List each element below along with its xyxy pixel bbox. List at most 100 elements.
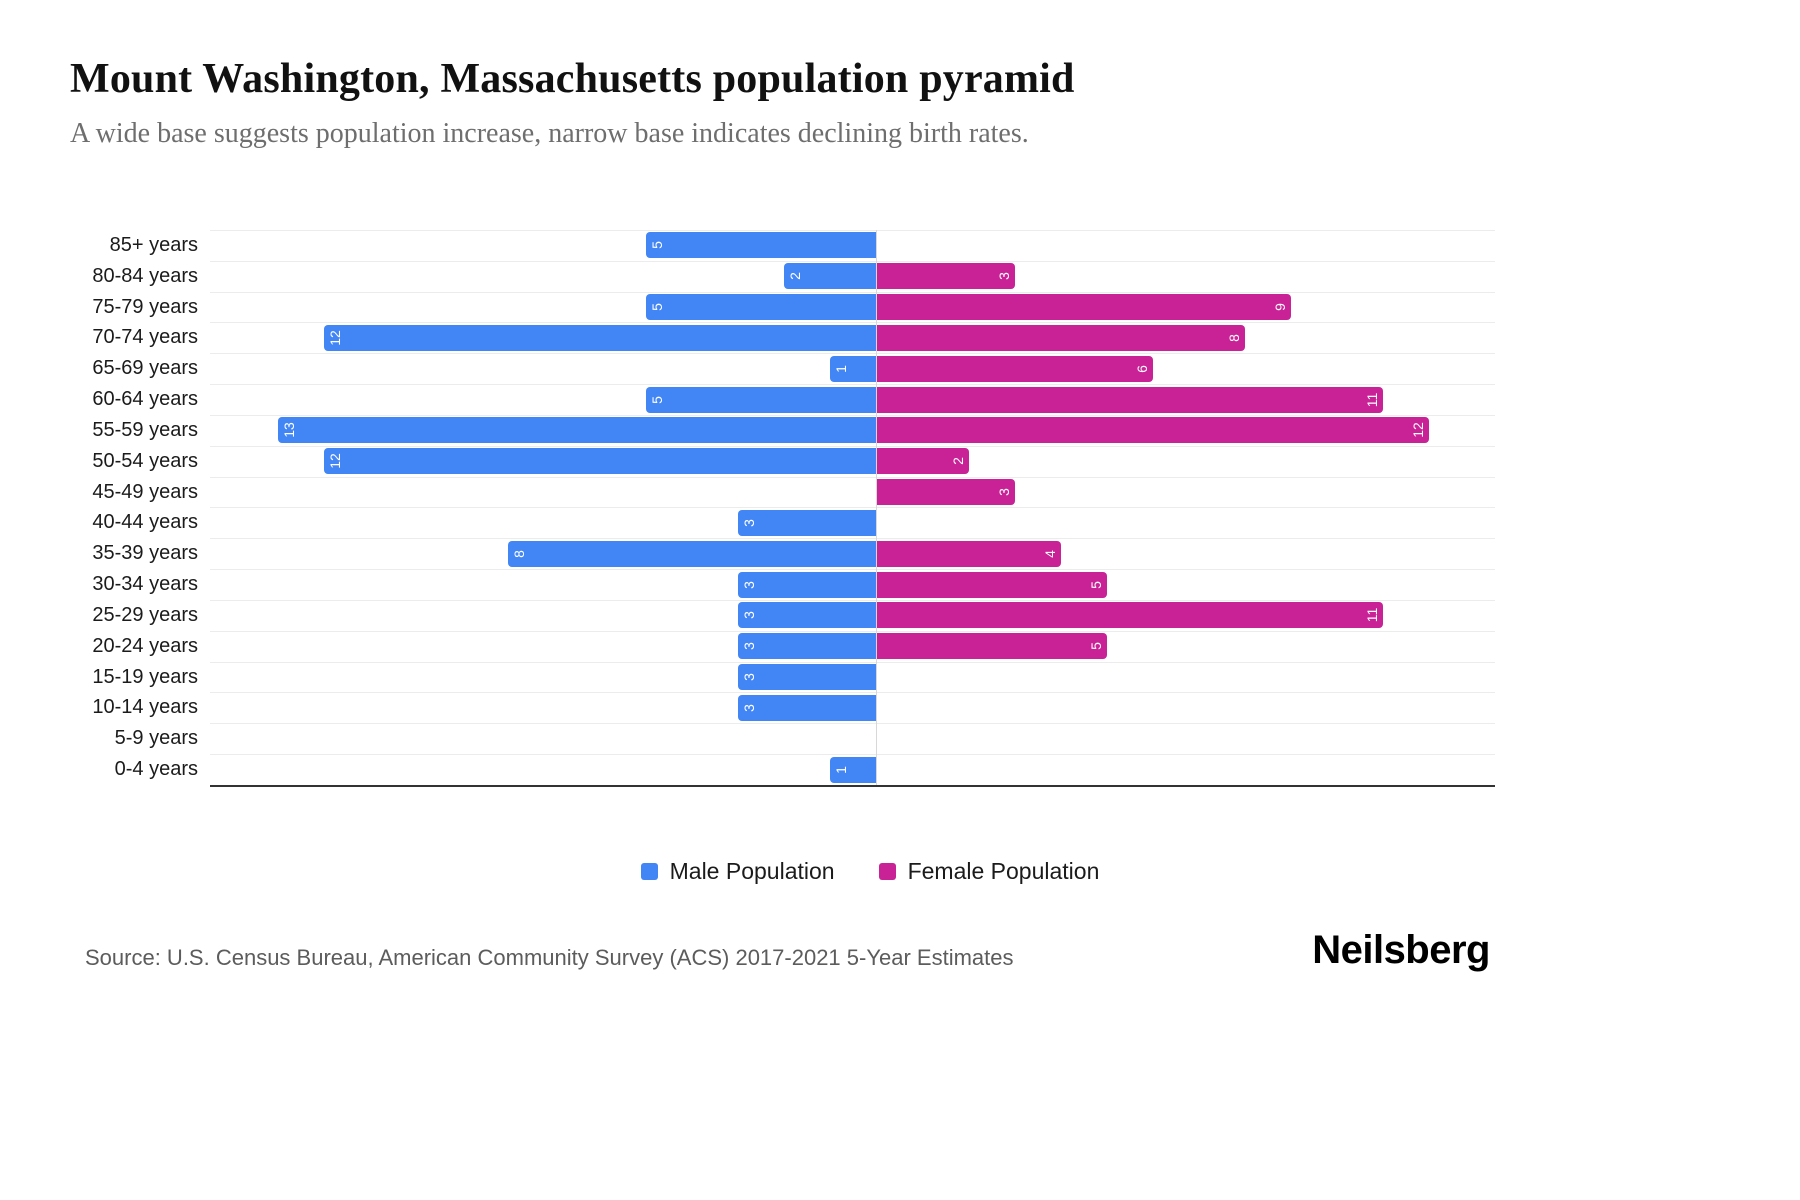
legend: Male Population Female Population [0, 858, 1740, 885]
pyramid-row: 20-24 years 3 5 [0, 630, 1800, 662]
male-bar-value: 5 [649, 241, 665, 250]
y-axis-label: 60-64 years [92, 388, 198, 411]
pyramid-row: 85+ years 5 [0, 230, 1800, 261]
gridline [210, 291, 1495, 293]
male-bar-value: 3 [741, 611, 757, 620]
female-bar: 12 [877, 417, 1429, 444]
female-bar: 11 [877, 386, 1383, 413]
pyramid-row: 60-64 years 5 11 [0, 384, 1800, 415]
y-axis-label: 25-29 years [92, 603, 198, 626]
female-bar: 6 [877, 355, 1153, 382]
gridline [210, 754, 1495, 756]
male-bar-value: 2 [787, 272, 803, 281]
male-bar: 1 [830, 355, 876, 382]
y-axis-label: 70-74 years [92, 326, 198, 349]
pyramid-row: 25-29 years 3 11 [0, 599, 1800, 631]
male-bar-value: 1 [833, 364, 849, 373]
legend-item-female: Female Population [878, 858, 1100, 885]
male-legend-swatch [640, 863, 658, 880]
female-bar-value: 11 [1364, 608, 1380, 623]
male-bar: 5 [646, 294, 876, 321]
male-bar: 3 [738, 509, 876, 536]
male-bar-value: 1 [833, 765, 849, 774]
source-attribution: Source: U.S. Census Bureau, American Com… [85, 945, 1014, 970]
gridline [210, 692, 1495, 694]
gridline [210, 507, 1495, 509]
female-bar-value: 8 [1226, 333, 1242, 342]
female-bar: 4 [877, 540, 1061, 567]
female-bar-value: 2 [950, 457, 966, 466]
female-legend-swatch [878, 863, 896, 880]
gridline [210, 476, 1495, 478]
male-bar-value: 13 [281, 422, 297, 439]
female-bar-value: 9 [1272, 303, 1288, 311]
y-axis-label: 20-24 years [92, 634, 198, 657]
pyramid-row: 70-74 years 12 8 [0, 322, 1800, 353]
male-bar-value: 12 [327, 453, 343, 469]
pyramid-row: 0-4 years 1 [0, 754, 1800, 785]
pyramid-row: 75-79 years 5 9 [0, 291, 1800, 323]
female-bar: 3 [877, 479, 1015, 506]
pyramid-row: 50-54 years 12 2 [0, 445, 1800, 477]
y-axis-label: 40-44 years [92, 511, 198, 534]
male-bar: 3 [738, 571, 876, 598]
gridline [210, 538, 1495, 540]
legend-item-male: Male Population [640, 858, 835, 885]
male-bar-value: 3 [741, 518, 757, 527]
male-bar: 12 [324, 448, 876, 475]
female-bar-value: 5 [1088, 642, 1104, 651]
y-axis-label: 80-84 years [92, 264, 198, 287]
y-axis-label: 30-34 years [92, 573, 198, 596]
gridline [210, 353, 1495, 355]
gridline [210, 260, 1495, 262]
male-bar-value: 3 [741, 703, 757, 712]
female-legend-label: Female Population [907, 858, 1100, 884]
y-axis-label: 35-39 years [92, 542, 198, 565]
male-bar-value: 5 [649, 395, 665, 404]
chart-subtitle: A wide base suggests population increase… [70, 118, 1029, 149]
female-bar: 5 [877, 633, 1107, 660]
gridline [210, 661, 1495, 663]
x-axis-line [210, 785, 1495, 787]
male-bar: 13 [278, 417, 876, 444]
female-bar-value: 4 [1042, 549, 1058, 558]
gridline [210, 723, 1495, 725]
gridline [210, 445, 1495, 447]
female-bar-value: 3 [996, 272, 1012, 281]
male-bar-value: 12 [327, 330, 343, 346]
center-axis-line [876, 230, 877, 785]
chart-title: Mount Washington, Massachusetts populati… [70, 56, 1075, 102]
y-axis-label: 65-69 years [92, 357, 198, 380]
male-bar-value: 3 [741, 580, 757, 589]
y-axis-label: 55-59 years [92, 418, 198, 441]
pyramid-row: 15-19 years 3 [0, 661, 1800, 693]
y-axis-label: 0-4 years [114, 758, 198, 781]
pyramid-row: 40-44 years 3 [0, 507, 1800, 538]
male-bar: 3 [738, 633, 876, 660]
male-bar: 2 [784, 263, 876, 290]
y-axis-label: 10-14 years [92, 696, 198, 719]
gridline [210, 630, 1495, 632]
male-bar-value: 3 [741, 642, 757, 651]
gridline [210, 384, 1495, 386]
female-bar-value: 11 [1364, 392, 1380, 407]
y-axis-label: 50-54 years [92, 449, 198, 472]
gridline [210, 414, 1495, 416]
male-bar: 3 [738, 694, 876, 721]
population-pyramid-chart: 85+ years 5 80-84 years 2 3 75-79 years 5 9 70-7… [0, 230, 1800, 786]
pyramid-row: 30-34 years 3 5 [0, 569, 1800, 600]
male-bar: 3 [738, 664, 876, 690]
pyramid-row: 65-69 years 1 6 [0, 353, 1800, 384]
y-axis-label: 5-9 years [114, 727, 198, 750]
gridline [210, 599, 1495, 601]
gridline [210, 230, 1495, 231]
female-bar: 2 [877, 448, 969, 475]
male-legend-label: Male Population [669, 858, 835, 884]
gridline [210, 569, 1495, 571]
male-bar-value: 5 [649, 303, 665, 311]
male-bar: 12 [324, 324, 876, 351]
pyramid-row: 45-49 years 3 [0, 476, 1800, 508]
male-bar: 8 [508, 540, 876, 567]
y-axis-label: 85+ years [109, 234, 198, 256]
